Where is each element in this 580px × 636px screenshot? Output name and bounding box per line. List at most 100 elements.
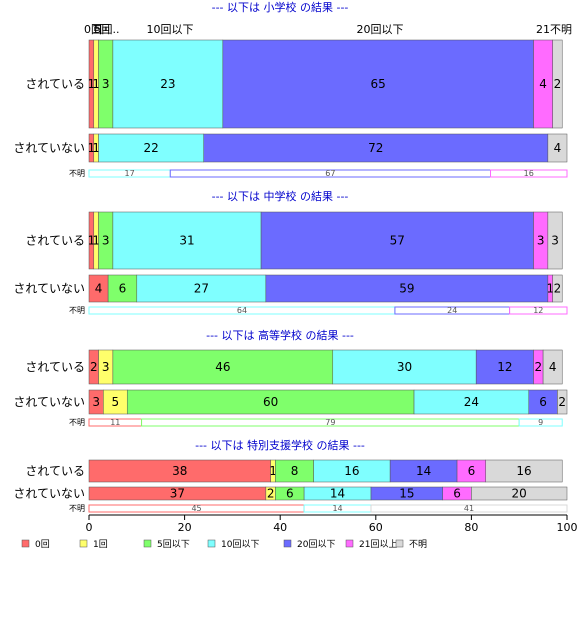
bar-segment xyxy=(557,389,568,415)
unknown-value-label: 64 xyxy=(237,306,247,315)
row-label: されている xyxy=(25,464,85,478)
segment-value-label: 1 xyxy=(92,77,100,91)
bar-row: されていない 4 6 27 59 1 2 xyxy=(13,274,563,303)
legend-item: 1回 xyxy=(79,539,108,550)
x-tick-label: 100 xyxy=(557,521,578,534)
unknown-value-label: 79 xyxy=(325,418,335,427)
segment-value-label: 6 xyxy=(286,487,294,501)
legend-swatch xyxy=(395,539,404,548)
unknown-value-label: 12 xyxy=(533,306,543,315)
legend-item: 20回以下 xyxy=(283,539,335,550)
segment-value-label: 3 xyxy=(537,234,545,248)
bar-row: されている 38 1 8 16 14 6 16 xyxy=(25,459,563,483)
legend-label: 21回以上 xyxy=(359,539,397,550)
unknown-row-label: 不明 xyxy=(69,306,85,315)
legend-label: 1回 xyxy=(93,539,108,550)
bar-segment xyxy=(547,133,568,163)
bar-segment xyxy=(332,349,477,385)
bar-segment xyxy=(413,389,530,415)
bar-segment xyxy=(112,349,334,385)
legend-label: 不明 xyxy=(409,539,427,550)
segment-value-label: 2 xyxy=(554,282,562,296)
segment-value-label: 2 xyxy=(267,487,275,501)
top-category-label: 10回以下 xyxy=(147,23,194,36)
panel: --- 以下は 高等学校 の結果 ---されている 2 3 46 30 12 2 4されていな… xyxy=(13,328,568,427)
segment-value-label: 4 xyxy=(95,282,103,296)
legend-label: 0回 xyxy=(35,539,50,550)
segment-value-label: 16 xyxy=(516,464,531,478)
legend-swatch xyxy=(207,539,216,548)
segment-value-label: 5 xyxy=(111,395,119,409)
segment-value-label: 72 xyxy=(368,141,383,155)
legend-swatch xyxy=(21,539,30,548)
x-tick-label: 40 xyxy=(273,521,287,534)
segment-value-label: 60 xyxy=(263,395,278,409)
bar-segment xyxy=(260,211,534,270)
legend-swatch xyxy=(143,539,152,548)
bar-row: されている 11 3 31 57 3 3 xyxy=(25,211,563,270)
segment-value-label: 2 xyxy=(554,77,562,91)
unknown-segment xyxy=(518,418,563,427)
top-category-label: 5回.. xyxy=(95,23,120,36)
bar-segment xyxy=(112,211,262,270)
bar-row: されていない 11 22 72 4 xyxy=(13,133,568,163)
row-label: されていない xyxy=(13,282,85,296)
segment-value-label: 2 xyxy=(558,395,566,409)
segment-value-label: 4 xyxy=(554,141,562,155)
bar-segment xyxy=(203,133,549,163)
bar-segment xyxy=(265,274,549,303)
x-tick-label: 80 xyxy=(464,521,478,534)
segment-value-label: 6 xyxy=(119,282,127,296)
unknown-segment xyxy=(490,169,568,178)
segment-value-label: 27 xyxy=(194,282,209,296)
unknown-row-label: 不明 xyxy=(69,418,85,427)
segment-value-label: 2 xyxy=(534,360,542,374)
segment-value-label: 3 xyxy=(102,77,110,91)
top-category-label: 0回 xyxy=(84,23,102,36)
bar-segment xyxy=(222,39,534,129)
legend-item: 10回以下 xyxy=(207,539,259,550)
panel: --- 以下は 特別支援学校 の結果 ---されている 38 1 8 16 14 6 16され… xyxy=(13,438,568,513)
segment-value-label: 22 xyxy=(143,141,158,155)
segment-value-label: 1 xyxy=(88,234,96,248)
bar-segment xyxy=(126,389,415,415)
x-tick-label: 20 xyxy=(178,521,192,534)
unknown-value-label: 45 xyxy=(191,504,201,513)
unknown-value-label: 14 xyxy=(332,504,342,513)
panel-title: --- 以下は 中学校 の結果 --- xyxy=(212,189,349,203)
segment-value-label: 1 xyxy=(92,234,100,248)
bar-segment xyxy=(98,133,204,163)
segment-value-label: 12 xyxy=(497,360,512,374)
bar-segment xyxy=(112,39,224,129)
top-category-label: 20回以下 xyxy=(357,23,404,36)
segment-value-label: 23 xyxy=(160,77,175,91)
legend-swatch xyxy=(283,539,292,548)
unknown-row: 不明 17 67 16 xyxy=(69,169,568,178)
segment-value-label: 1 xyxy=(92,141,100,155)
unknown-value-label: 67 xyxy=(325,169,335,178)
legend-label: 5回以下 xyxy=(157,539,190,550)
segment-value-label: 1 xyxy=(88,141,96,155)
row-label: されている xyxy=(25,234,85,248)
segment-value-label: 1 xyxy=(269,464,277,478)
segment-value-label: 6 xyxy=(453,487,461,501)
unknown-segment xyxy=(370,504,568,513)
unknown-row: 不明 11 79 9 xyxy=(69,418,563,427)
bar-segment xyxy=(485,459,563,483)
x-tick-label: 0 xyxy=(86,521,93,534)
bar-row: されている 2 3 46 30 12 2 4 xyxy=(25,349,563,385)
row-label: されている xyxy=(25,77,85,91)
segment-value-label: 16 xyxy=(344,464,359,478)
segment-value-label: 37 xyxy=(170,487,185,501)
segment-value-label: 4 xyxy=(549,360,557,374)
unknown-row-label: 不明 xyxy=(69,169,85,178)
segment-value-label: 15 xyxy=(399,487,414,501)
segment-value-label: 3 xyxy=(102,360,110,374)
unknown-value-label: 11 xyxy=(110,418,120,427)
segment-value-label: 38 xyxy=(172,464,187,478)
bar-segment xyxy=(471,486,568,501)
segment-value-label: 2 xyxy=(90,360,98,374)
